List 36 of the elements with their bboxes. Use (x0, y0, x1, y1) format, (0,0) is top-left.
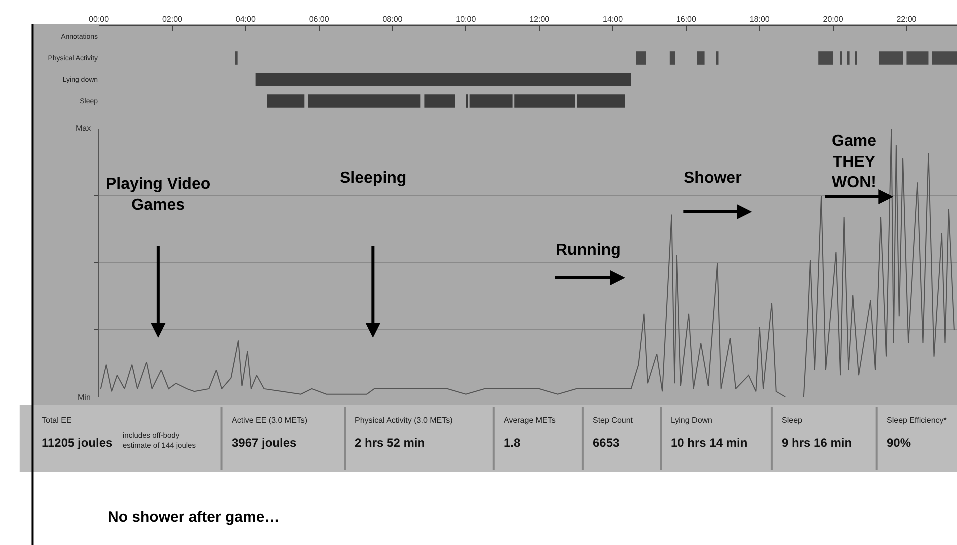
text: 3967 joules (232, 436, 297, 450)
category-label: Sleep (782, 416, 802, 425)
annotation: Game THEY WON! (832, 133, 877, 192)
x-tick-label: 06:00 (309, 14, 330, 24)
x-tick-label: 04:00 (236, 14, 256, 24)
category-label: Physical Activity (3.0 METs) (355, 416, 454, 425)
category-label: Lying Down (671, 416, 713, 425)
annotation: Running (556, 242, 621, 259)
text: 10 hrs 14 min (671, 436, 748, 450)
x-tick-label: 10:00 (456, 14, 477, 24)
x-tick-label: 00:00 (89, 14, 110, 24)
text: 9 hrs 16 min (782, 436, 852, 450)
category-label: Sleep Efficiency* (887, 416, 947, 425)
text: Min (78, 393, 91, 402)
category-label: Step Count (593, 416, 634, 425)
category-label: Active EE (3.0 METs) (232, 416, 308, 425)
text: 6653 (593, 436, 620, 450)
text: 2 hrs 52 min (355, 436, 426, 450)
x-tick-label: 14:00 (603, 14, 624, 24)
x-tick-label: 20:00 (823, 14, 844, 24)
category-label: Total EE (42, 416, 72, 425)
text: No shower after game… (108, 509, 280, 526)
text: 11205 joules (42, 436, 113, 450)
text: 90% (887, 436, 912, 450)
annotation: Sleeping (340, 170, 407, 187)
text: Max (76, 124, 92, 133)
x-tick-label: 08:00 (382, 14, 404, 24)
x-tick-label: 12:00 (530, 14, 550, 24)
text: 1.8 (504, 436, 521, 450)
annotation: Shower (684, 170, 742, 187)
x-tick-label: 22:00 (896, 14, 918, 24)
x-tick-label: 02:00 (162, 14, 184, 24)
x-tick-label: 16:00 (676, 14, 697, 24)
category-label: Average METs (504, 416, 556, 425)
x-tick-label: 18:00 (750, 14, 770, 24)
annotation: Playing Video Games (106, 176, 211, 214)
